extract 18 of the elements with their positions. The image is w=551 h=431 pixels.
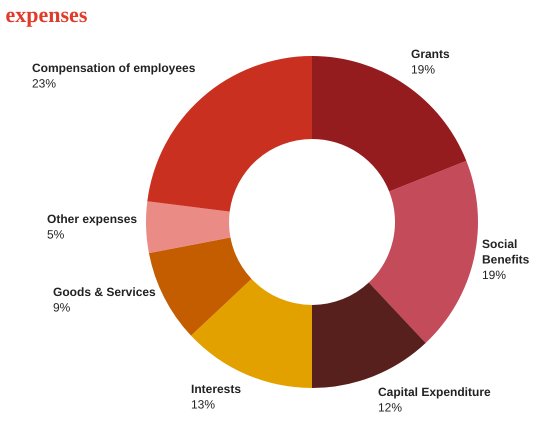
data-label: 13% [191, 398, 216, 412]
slice-label: Other expenses [47, 212, 138, 226]
data-label: 12% [378, 400, 402, 415]
slice-label: Compensation of employees [32, 61, 196, 75]
slice-label: Capital Expenditure [378, 385, 492, 399]
donut-slice [312, 282, 426, 388]
data-label: 19% [482, 268, 506, 282]
slice-label: Goods & Services [53, 285, 156, 299]
data-label: 19% [411, 62, 436, 77]
data-label: 9% [53, 300, 71, 315]
data-label: 23% [32, 76, 56, 91]
data-label: 5% [47, 228, 65, 242]
chart-title: expenses [6, 2, 88, 27]
slice-label: Social Benefits [482, 237, 530, 267]
slice-label: Interests [191, 382, 242, 396]
donut-slice [146, 201, 230, 254]
donut-slice [368, 160, 478, 344]
slice-label: Grants [411, 47, 450, 61]
